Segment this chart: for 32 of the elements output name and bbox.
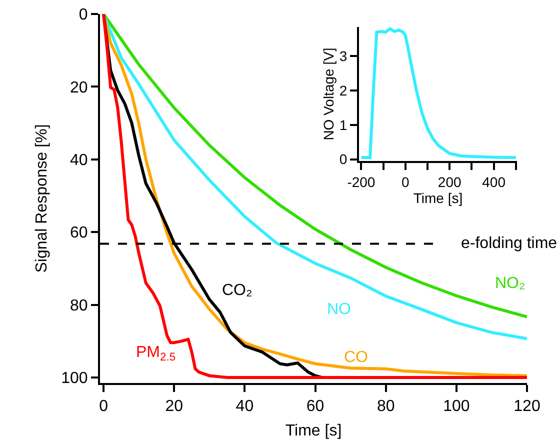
series-label: NO₂ bbox=[495, 275, 526, 292]
x-tick-label: 80 bbox=[376, 398, 395, 416]
x-tick-label: 200 bbox=[438, 174, 462, 190]
series-label: CO bbox=[344, 349, 368, 366]
y-tick-label: 40 bbox=[70, 152, 88, 170]
y-tick-label: 80 bbox=[70, 297, 88, 314]
y-tick-label: 2 bbox=[339, 82, 348, 98]
x-tick-label: 120 bbox=[514, 398, 540, 416]
series-label: CO₂ bbox=[222, 282, 252, 299]
y-tick-label: 20 bbox=[70, 79, 88, 96]
line-series bbox=[360, 27, 517, 160]
x-tick-label: 20 bbox=[165, 398, 184, 416]
x-axis-title: Time [s] bbox=[285, 422, 342, 440]
y-axis-title: Signal Response [%] bbox=[33, 124, 50, 273]
x-tick-label: 40 bbox=[236, 398, 254, 416]
y-tick-label: 0 bbox=[78, 6, 88, 24]
y-tick-label: 100 bbox=[61, 370, 88, 388]
y-tick-label: 3 bbox=[339, 48, 348, 64]
x-tick-label: 100 bbox=[443, 398, 470, 416]
y-tick-label: 60 bbox=[70, 224, 88, 242]
y-tick-label: 0 bbox=[339, 151, 348, 168]
series-label: PM$_{2.5}$ bbox=[136, 344, 176, 364]
y-tick-label: 1 bbox=[339, 116, 348, 133]
series-label: NO bbox=[327, 301, 351, 318]
x-axis-title: Time [s] bbox=[413, 190, 463, 206]
y-axis-title: NO Voltage [V] bbox=[320, 48, 337, 140]
ref-line-label: e-folding time bbox=[461, 235, 558, 252]
x-tick-label: -200 bbox=[347, 174, 376, 190]
x-tick-label: 400 bbox=[482, 174, 506, 190]
x-tick-label: 0 bbox=[402, 174, 410, 190]
x-tick-label: 0 bbox=[99, 398, 108, 416]
x-tick-label: 60 bbox=[306, 398, 324, 416]
